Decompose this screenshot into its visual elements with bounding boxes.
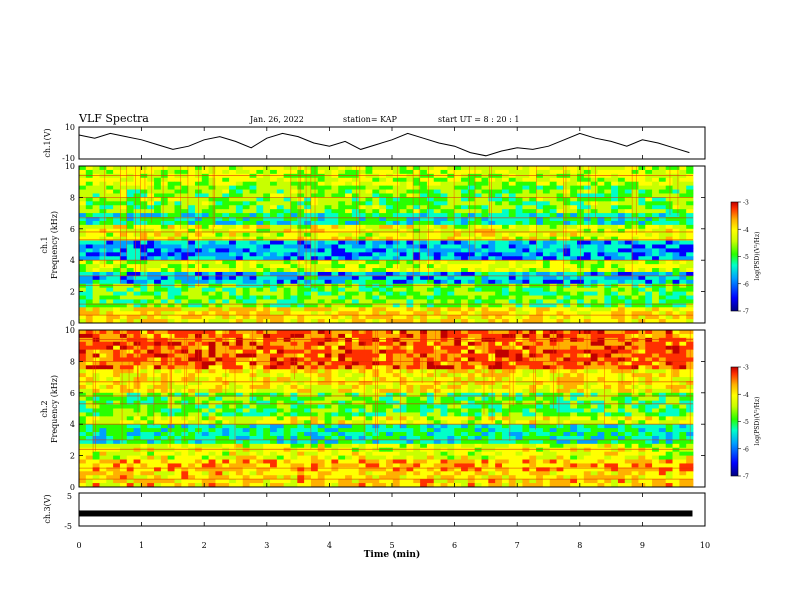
xtick-label: 5 bbox=[389, 541, 394, 550]
ch2-spectrogram-panel: ch.2 Frequency (kHz) 0 2 4 6 8 10 bbox=[40, 326, 706, 492]
station-label: station= KAP bbox=[343, 115, 398, 124]
ch1-ytick-top: 10 bbox=[65, 123, 75, 132]
time-axis: 0 1 2 3 4 5 6 7 8 9 10 bbox=[76, 127, 710, 550]
start-time-label: start UT = 8 : 20 : 1 bbox=[438, 115, 519, 124]
colorbar-tick-label: -7 bbox=[743, 309, 749, 316]
ch2-colorbar-label: log(PSD)(V²/Hz) bbox=[754, 397, 761, 446]
colorbar-tick-label: -4 bbox=[743, 392, 749, 399]
colorbar-tick-label: -6 bbox=[743, 446, 749, 453]
xtick-label: 7 bbox=[515, 541, 520, 550]
xtick-label: 2 bbox=[202, 541, 207, 550]
date-label: Jan. 26, 2022 bbox=[249, 115, 304, 124]
ch3-ylabel: ch.3(V) bbox=[43, 494, 52, 523]
colorbar-tick-label: -7 bbox=[743, 474, 749, 481]
colorbar-tick-label: -4 bbox=[743, 227, 749, 234]
ch1-spectrogram-panel: ch.1 Frequency (kHz) 0 2 4 6 8 10 bbox=[40, 162, 706, 328]
ytick-label: 2 bbox=[70, 452, 75, 461]
ch2-spec-ylabel-frequency: Frequency (kHz) bbox=[50, 375, 59, 443]
colorbar-tick-label: -3 bbox=[743, 365, 749, 372]
time-axis-label: Time (min) bbox=[364, 549, 421, 560]
ch2-colorbar: -3 -4 -5 -6 -7 log(PSD)(V²/Hz) bbox=[730, 365, 761, 481]
colorbar-tick-label: -5 bbox=[743, 419, 749, 426]
ch1-ytick-bottom: -10 bbox=[62, 154, 75, 163]
xtick-label: 1 bbox=[139, 541, 144, 550]
ytick-label: 4 bbox=[70, 420, 75, 429]
ch1-spectrogram-image bbox=[79, 166, 694, 324]
ch1-colorbar: -3 -4 -5 -6 -7 log(PSD)(V²/Hz) bbox=[730, 200, 761, 316]
colorbar-tick-label: -6 bbox=[743, 281, 749, 288]
ch2-spec-yticks: 0 2 4 6 8 10 bbox=[65, 326, 705, 492]
ytick-label: 10 bbox=[65, 162, 75, 171]
ch1-spec-yticks: 0 2 4 6 8 10 bbox=[65, 162, 705, 328]
ch1-waveform-line bbox=[78, 132, 690, 157]
xtick-label: 4 bbox=[327, 541, 332, 550]
ch1-colorbar-label: log(PSD)(V²/Hz) bbox=[754, 232, 761, 281]
ch3-ytick-top: 5 bbox=[67, 492, 72, 501]
ch1-waveform-panel: 10 -10 ch.1(V) bbox=[43, 123, 706, 163]
ytick-label: 4 bbox=[70, 256, 75, 265]
xtick-label: 10 bbox=[700, 541, 710, 550]
ytick-label: 0 bbox=[70, 483, 75, 492]
ch1-spec-ylabel-channel: ch.1 bbox=[40, 236, 49, 253]
ch1-ylabel: ch.1(V) bbox=[43, 128, 52, 157]
ytick-label: 2 bbox=[70, 288, 75, 297]
ch1-spec-ylabel-frequency: Frequency (kHz) bbox=[50, 211, 59, 279]
ch2-spec-ylabel-channel: ch.2 bbox=[40, 400, 49, 417]
xtick-label: 3 bbox=[264, 541, 269, 550]
ytick-label: 0 bbox=[70, 319, 75, 328]
ytick-label: 6 bbox=[70, 225, 75, 234]
xtick-label: 0 bbox=[76, 541, 81, 550]
colorbar-tick-label: -3 bbox=[743, 200, 749, 207]
ch3-waveform-panel: 5 -5 ch.3(V) bbox=[43, 492, 706, 531]
ytick-label: 10 bbox=[65, 326, 75, 335]
xtick-label: 8 bbox=[577, 541, 582, 550]
xtick-label: 9 bbox=[640, 541, 645, 550]
figure-title: VLF Spectra bbox=[78, 112, 149, 125]
ytick-label: 8 bbox=[70, 357, 75, 366]
ytick-label: 6 bbox=[70, 389, 75, 398]
ch2-spectrogram-image bbox=[79, 330, 694, 488]
colorbar-tick-label: -5 bbox=[743, 254, 749, 261]
xtick-label: 6 bbox=[452, 541, 457, 550]
ytick-label: 8 bbox=[70, 193, 75, 202]
ch3-waveform-line bbox=[79, 510, 693, 517]
ch3-ytick-bottom: -5 bbox=[64, 522, 72, 531]
